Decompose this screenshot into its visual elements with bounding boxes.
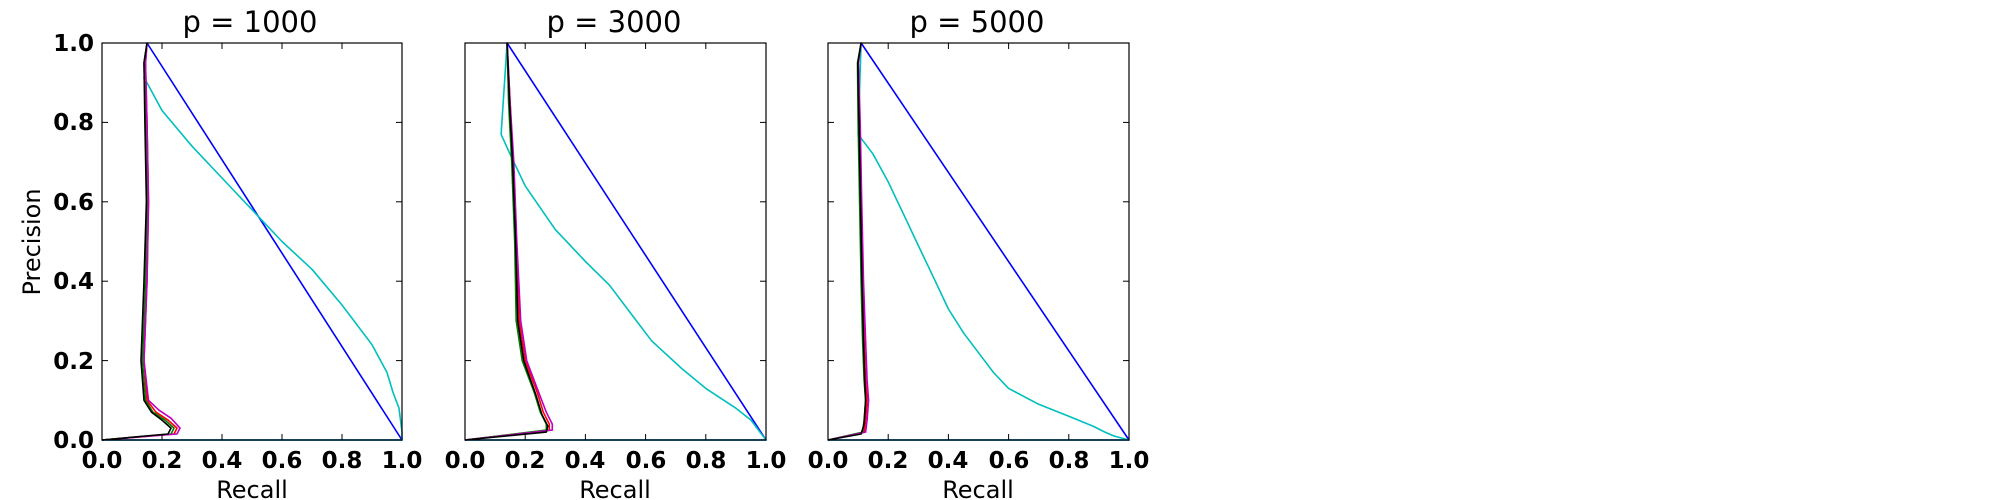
- panel-p5000: p = 5000 0.0 0.2 0.4 0.6 0.8 1.0 Recall: [808, 5, 1150, 500]
- x-axis-label: Recall: [216, 476, 288, 500]
- tick-marks: [101, 42, 403, 441]
- y-tick-label: 0.0: [53, 428, 94, 454]
- y-tick-label: 0.6: [53, 190, 94, 216]
- x-tick-label: 0.2: [142, 448, 183, 474]
- x-tick-label: 0.4: [565, 448, 606, 474]
- x-tick-label: 0.6: [626, 448, 667, 474]
- series-line: [827, 42, 870, 441]
- panel-p1000: p = 1000 0.0 0.2 0.4 0.6 0.8 1.0 0.0 0.2…: [18, 5, 422, 500]
- tick-marks: [464, 42, 767, 441]
- x-tick-label: 0.6: [262, 448, 303, 474]
- series-line: [102, 42, 403, 441]
- x-tick-labels: 0.0 0.2 0.4 0.6 0.8 1.0: [808, 448, 1150, 474]
- x-tick-labels: 0.0 0.2 0.4 0.6 0.8 1.0: [82, 448, 423, 474]
- x-tick-label: 0.4: [928, 448, 969, 474]
- series-line: [464, 42, 554, 441]
- series-line: [828, 42, 1130, 441]
- y-tick-label: 0.4: [53, 269, 94, 295]
- x-tick-label: 0.8: [322, 448, 363, 474]
- y-tick-label: 1.0: [53, 31, 94, 57]
- panel-p3000: p = 3000 0.0 0.2 0.4 0.6 0.8 1.0 Recall: [445, 5, 787, 500]
- axes-frame: [101, 42, 403, 441]
- axes-frame: [464, 42, 767, 441]
- x-tick-label: 0.2: [868, 448, 909, 474]
- series-line: [827, 42, 867, 441]
- panel-title: p = 1000: [183, 5, 318, 39]
- panel-title: p = 3000: [547, 5, 682, 39]
- series-line: [465, 42, 767, 441]
- x-tick-label: 0.8: [1049, 448, 1090, 474]
- series-line: [464, 42, 548, 441]
- y-tick-labels: 0.0 0.2 0.4 0.6 0.8 1.0: [53, 31, 94, 454]
- y-tick-label: 0.2: [53, 349, 94, 375]
- series-line: [101, 42, 181, 441]
- axes-frame: [827, 42, 1130, 441]
- x-tick-label: 0.0: [445, 448, 486, 474]
- x-axis-label: Recall: [579, 476, 651, 500]
- y-axis-label: Precision: [18, 188, 46, 295]
- series-line: [464, 42, 549, 441]
- x-tick-labels: 0.0 0.2 0.4 0.6 0.8 1.0: [445, 448, 787, 474]
- x-tick-label: 0.2: [505, 448, 546, 474]
- x-tick-label: 0.8: [686, 448, 727, 474]
- x-tick-label: 0.6: [989, 448, 1030, 474]
- x-tick-label: 0.4: [202, 448, 243, 474]
- x-tick-label: 1.0: [382, 448, 423, 474]
- x-tick-label: 1.0: [1109, 448, 1150, 474]
- x-tick-label: 1.0: [746, 448, 787, 474]
- x-tick-label: 0.0: [82, 448, 123, 474]
- panel-title: p = 5000: [910, 5, 1045, 39]
- x-axis-label: Recall: [942, 476, 1014, 500]
- y-tick-label: 0.8: [53, 110, 94, 136]
- x-tick-label: 0.0: [808, 448, 849, 474]
- tick-marks: [827, 42, 1130, 441]
- series-line: [101, 42, 172, 441]
